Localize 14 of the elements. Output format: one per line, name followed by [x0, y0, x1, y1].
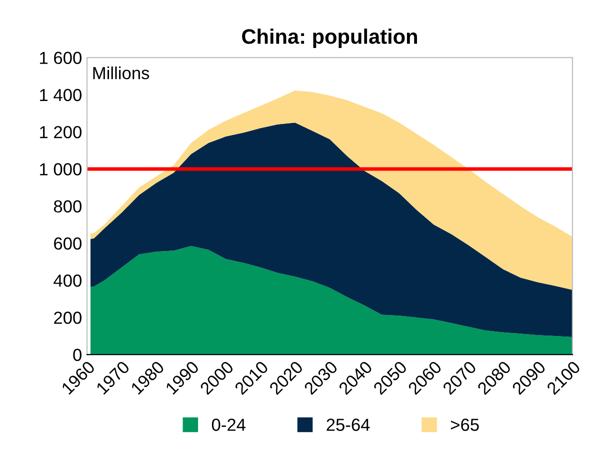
y-tick-label: 1 400: [40, 88, 82, 102]
y-tick-label: 600: [54, 237, 82, 250]
y-tick-label: 1 600: [40, 52, 82, 64]
y-tick-label: 0: [73, 348, 82, 362]
y-tick-label: 1 000: [40, 163, 82, 176]
y-tick-label: 1 200: [40, 126, 82, 138]
legend-label: 25-64: [326, 418, 370, 431]
legend-label: >65: [450, 418, 479, 431]
legend-label: 0-24: [212, 418, 246, 431]
y-tick-label: 800: [54, 200, 82, 213]
annotation: Millions: [93, 66, 150, 80]
y-tick-label: 400: [54, 274, 82, 287]
y-tick-label: 200: [54, 312, 82, 324]
chart-title: China: population: [242, 28, 417, 48]
